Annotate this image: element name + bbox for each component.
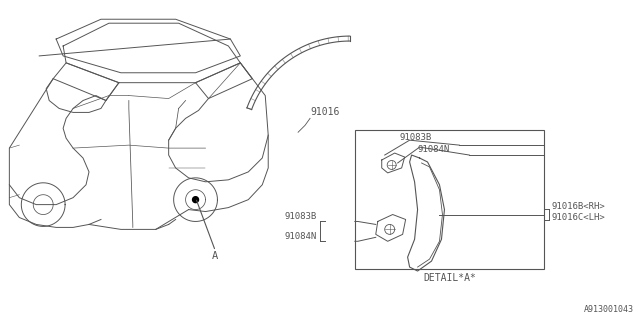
Text: 91016: 91016 — [310, 108, 339, 117]
Text: 91083B: 91083B — [285, 212, 317, 221]
Text: 91084N: 91084N — [285, 232, 317, 241]
Text: 91016B<RH>: 91016B<RH> — [552, 202, 605, 211]
Text: DETAIL*A*: DETAIL*A* — [423, 273, 476, 283]
Text: 91083B: 91083B — [399, 133, 432, 142]
Bar — [355, 130, 544, 269]
Text: 91084N: 91084N — [417, 145, 450, 154]
Circle shape — [193, 197, 198, 203]
Text: A: A — [211, 251, 218, 261]
Text: A913001043: A913001043 — [584, 305, 634, 314]
Text: 91016C<LH>: 91016C<LH> — [552, 213, 605, 222]
